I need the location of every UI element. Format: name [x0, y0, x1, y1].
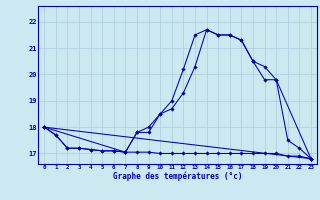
X-axis label: Graphe des températures (°c): Graphe des températures (°c)	[113, 172, 242, 181]
